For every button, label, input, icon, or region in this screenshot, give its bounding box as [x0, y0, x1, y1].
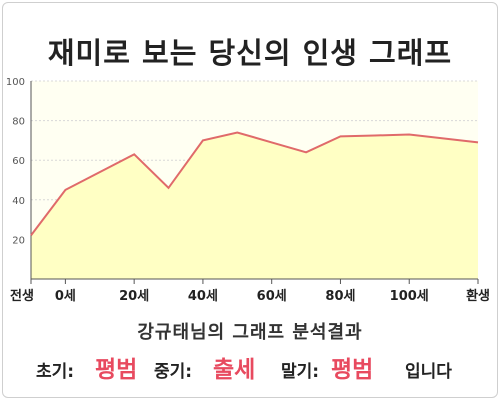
x-tick-label: 0세: [55, 289, 76, 304]
result-summary: 초기: 평범 중기: 출세 말기: 평범 입니다: [0, 345, 500, 385]
life-area-fill: [31, 132, 478, 279]
mid-value: 출세: [213, 357, 256, 383]
life-graph-chart: 20 40 60 80 100 전생 0세 20세 40세 60세 80세 100세 환생: [6, 77, 490, 304]
x-tick-label: 60세: [257, 289, 287, 304]
early-label: 초기:: [36, 362, 75, 382]
x-tick-label: 40세: [188, 289, 218, 304]
late-label: 말기:: [281, 362, 320, 382]
life-line: [30, 131, 479, 237]
y-tick-label: 80: [12, 117, 25, 128]
page-title: 재미로 보는 당신의 인생 그래프: [47, 36, 453, 70]
x-tick-label: 80세: [325, 289, 355, 304]
result-suffix: 입니다: [405, 362, 452, 382]
y-tick-label: 20: [12, 235, 25, 246]
chart-axes: [30, 81, 479, 284]
y-tick-labels: 20 40 60 80 100: [6, 77, 25, 246]
x-tick-label: 전생: [10, 288, 34, 304]
early-value: 평범: [95, 357, 138, 383]
y-tick-label: 60: [12, 156, 25, 167]
x-tick-labels: 전생 0세 20세 40세 60세 80세 100세 환생: [10, 288, 490, 304]
result-heading: 강규태님의 그래프 분석결과: [137, 322, 363, 343]
late-value: 평범: [331, 357, 374, 383]
x-tick-label: 환생: [466, 288, 490, 304]
y-tick-label: 100: [6, 77, 25, 88]
x-tick-label: 20세: [119, 289, 149, 304]
y-tick-label: 40: [12, 196, 25, 207]
x-tick-label: 100세: [390, 289, 429, 304]
mid-label: 중기:: [154, 362, 193, 382]
